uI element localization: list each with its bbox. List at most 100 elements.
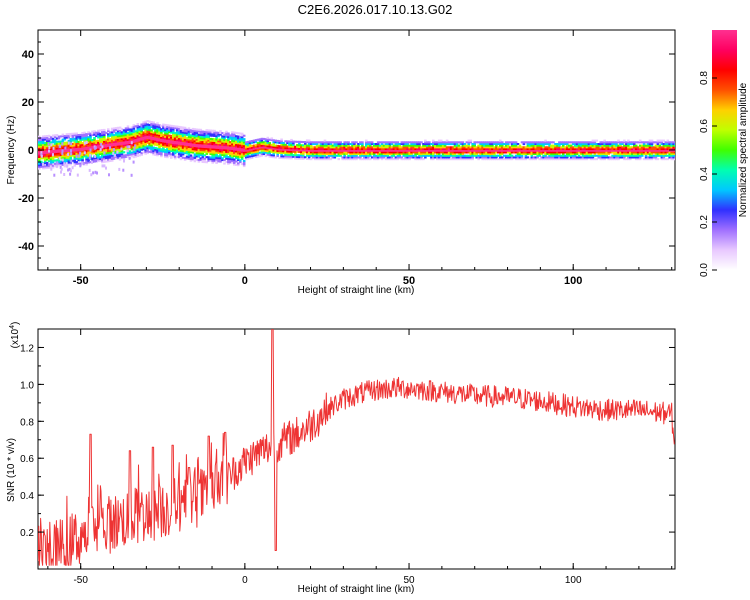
spectrogram-cell: [538, 141, 541, 144]
spectrogram-cell: [114, 133, 118, 136]
spectrogram-cell: [443, 149, 447, 152]
spectrogram-cell: [254, 155, 258, 158]
spectrogram-cell: [282, 145, 285, 148]
spectrogram-cell: [550, 158, 553, 161]
spectrogram-cell: [390, 149, 394, 152]
spectrogram-cell: [296, 144, 299, 147]
spectrogram-cell: [402, 148, 406, 151]
spectrogram-cell: [51, 139, 55, 142]
spectrogram-cell: [219, 153, 222, 156]
spectrogram-cell: [398, 156, 402, 159]
spectrogram-cell: [601, 154, 604, 157]
spectrogram-cell: [172, 126, 175, 129]
spectrogram-cell: [262, 148, 266, 151]
spectrogram-cell: [447, 151, 451, 154]
spectrogram-cell: [197, 148, 201, 151]
spectrogram-cell: [270, 144, 274, 147]
spectrogram-cell: [79, 135, 82, 138]
spectrogram-cell: [126, 142, 130, 145]
spectrogram-cell: [95, 133, 98, 136]
spectrogram-cell: [426, 141, 429, 144]
spectrogram-cell: [485, 141, 488, 144]
spectrogram-cell: [221, 142, 224, 145]
spectrogram-cell: [386, 144, 390, 147]
spectrogram-cell: [432, 151, 435, 154]
spectrogram-cell: [99, 159, 102, 162]
spectrogram-cell: [475, 156, 478, 159]
spectrogram-cell: [197, 143, 201, 146]
spectrogram-cell: [447, 158, 451, 161]
spectrogram-cell: [315, 144, 319, 147]
spectrogram-cell: [146, 138, 149, 141]
spectrogram-cell: [390, 158, 394, 161]
spectrogram-cell: [437, 144, 441, 147]
spectrogram-cell: [302, 141, 305, 144]
spectrogram-cell: [43, 158, 47, 161]
spectrogram-cell: [264, 139, 268, 142]
spectrogram-cell: [187, 129, 191, 132]
spectrogram-cell: [85, 143, 88, 146]
spectrogram-cell: [558, 158, 561, 161]
spectrogram-cell: [514, 154, 518, 157]
spectrogram-cell: [591, 149, 595, 152]
spectrogram-cell: [93, 158, 96, 161]
spectrogram-cell: [97, 158, 100, 161]
spectrogram-speckle: [88, 156, 91, 160]
spectrogram-cell: [414, 154, 417, 157]
spectrogram-cell: [187, 157, 191, 160]
spectrogram-cell: [134, 147, 138, 150]
spectrogram-cell: [495, 146, 498, 149]
spectrogram-cell: [215, 141, 218, 144]
spectrogram-cell: [140, 135, 143, 138]
spectrogram-cell: [593, 144, 597, 147]
spectrogram-cell: [633, 149, 636, 152]
spectrogram-cell: [89, 161, 92, 164]
spectrogram-cell: [510, 154, 514, 157]
spectrogram-cell: [148, 139, 151, 142]
spectrogram-cell: [166, 144, 169, 147]
spectrogram-cell: [120, 138, 124, 141]
spectrogram-cell: [156, 125, 159, 128]
spectrogram-cell: [426, 154, 429, 157]
spectrogram-cell: [272, 154, 275, 157]
spectrogram-cell: [345, 149, 348, 152]
spectrogram-cell: [225, 147, 228, 150]
spectrogram-cell: [573, 154, 577, 157]
spectrogram-cell: [227, 139, 230, 142]
spectrogram-cell: [416, 158, 419, 161]
spectrogram-cell: [623, 146, 626, 149]
spectrogram-cell: [508, 146, 512, 149]
spectrogram-cell: [248, 152, 252, 155]
spectrogram-cell: [650, 143, 654, 146]
spectrogram-cell: [181, 150, 185, 153]
spectrogram-cell: [172, 145, 175, 148]
spectrogram-cell: [674, 149, 675, 152]
spectrogram-cell: [631, 153, 634, 156]
spectrogram-cell: [593, 146, 597, 149]
spectrogram-cell: [97, 144, 100, 147]
spectrogram-cell: [242, 165, 246, 168]
spectrogram-cell: [63, 145, 67, 148]
spectrogram-cell: [87, 158, 90, 161]
spectrogram-cell: [215, 131, 218, 134]
spectrogram-cell: [91, 144, 94, 147]
spectrogram-cell: [219, 155, 222, 158]
spectrogram-cell: [140, 130, 143, 133]
spectrogram-cell: [57, 135, 61, 138]
spectrogram-cell: [146, 130, 149, 133]
spectrogram-cell: [225, 150, 228, 153]
spectrogram-cell: [136, 144, 140, 147]
spectrogram-cell: [420, 148, 423, 151]
spectrogram-cell: [73, 132, 77, 135]
spectrogram-cell: [181, 153, 185, 156]
spectrogram-cell: [670, 148, 673, 151]
spectrogram-cell: [101, 129, 104, 132]
spectrogram-cell: [422, 151, 425, 154]
spectrogram-cell: [583, 153, 587, 156]
spectrogram-cell: [108, 159, 112, 162]
spectrogram-cell: [357, 156, 360, 159]
spectrogram-cell: [231, 134, 234, 137]
spectrogram-cell: [634, 154, 638, 157]
spectrogram-cell: [156, 144, 159, 147]
spectrogram-cell: [154, 152, 157, 155]
